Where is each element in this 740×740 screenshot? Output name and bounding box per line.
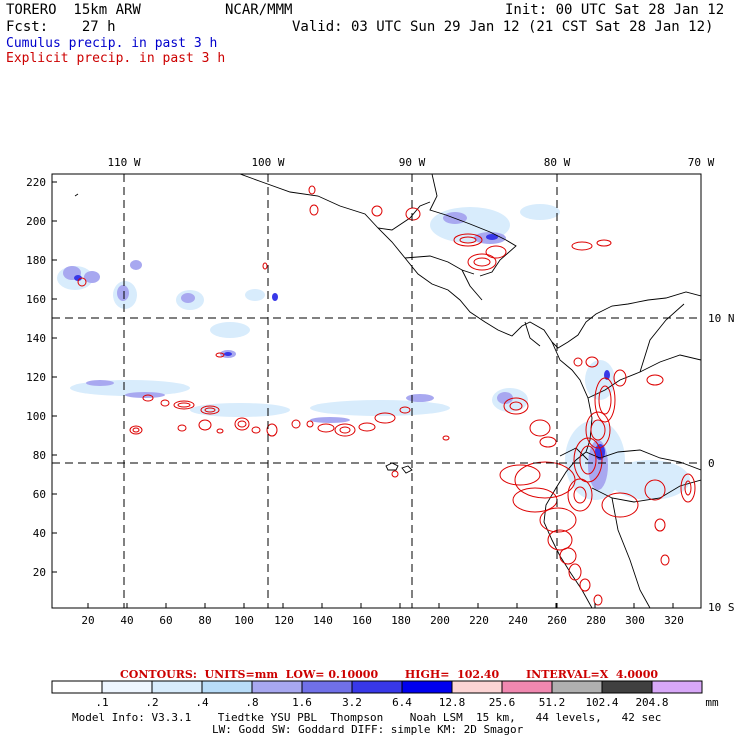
y-tick-label: 140 [26, 332, 46, 345]
colorbar-swatch [151, 680, 203, 694]
colorbar-label: 25.6 [489, 696, 516, 709]
lon-label: 90 W [399, 156, 426, 169]
colorbar-label: 1.6 [292, 696, 312, 709]
colorbar-label: 3.2 [342, 696, 362, 709]
lat-label: 10 S [708, 601, 735, 614]
y-tick-label: 200 [26, 215, 46, 228]
x-tick-label: 300 [625, 614, 645, 627]
colorbar-label: .8 [245, 696, 258, 709]
lat-label: 10 N [708, 312, 735, 325]
x-tick-label: 240 [508, 614, 528, 627]
precip-colorbar [51, 680, 703, 694]
y-tick-label: 100 [26, 410, 46, 423]
colorbar-label: .2 [145, 696, 158, 709]
valid-time: Valid: 03 UTC Sun 29 Jan 12 (21 CST Sat … [292, 19, 714, 35]
lon-label: 80 W [544, 156, 571, 169]
colorbar-swatch [601, 680, 653, 694]
colorbar-swatch [251, 680, 303, 694]
colorbar-swatch [501, 680, 553, 694]
colorbar-label: 12.8 [439, 696, 466, 709]
x-tick-label: 100 [234, 614, 254, 627]
colorbar-swatch [401, 680, 453, 694]
x-tick-label: 180 [391, 614, 411, 627]
colorbar-label: .1 [95, 696, 108, 709]
colorbar-unit: mm [705, 696, 719, 709]
model-name: TORERO 15km ARW [6, 2, 141, 18]
colorbar-swatch [451, 680, 503, 694]
longitude-labels: 110 W 100 W 90 W 80 W 70 W [107, 156, 714, 169]
colorbar-labels: .1 .2 .4 .8 1.6 3.2 6.4 12.8 25.6 51.2 1… [95, 696, 719, 709]
lat-lon-grid [52, 174, 701, 608]
model-info-line1: Model Info: V3.3.1 Tiedtke YSU PBL Thomp… [72, 711, 662, 724]
colorbar-label: 102.4 [585, 696, 618, 709]
y-tick-label: 180 [26, 254, 46, 267]
y-tick-label: 40 [33, 527, 46, 540]
colorbar-swatch [51, 680, 103, 694]
y-tick-label: 160 [26, 293, 46, 306]
init-time: Init: 00 UTC Sat 28 Jan 12 [505, 2, 725, 18]
explicit-precip-contours [77, 185, 696, 606]
lon-label: 110 W [107, 156, 140, 169]
y-tick-label: 20 [33, 566, 46, 579]
lat-label: 0 [708, 457, 715, 470]
x-axis-labels: 20 40 60 80 100 120 140 160 180 200 220 … [81, 614, 684, 627]
colorbar-label: .4 [195, 696, 209, 709]
colorbar-swatch [301, 680, 353, 694]
x-tick-label: 140 [313, 614, 333, 627]
model-info-line2: LW: Godd SW: Goddard DIFF: simple KM: 2D… [212, 723, 524, 736]
lon-label: 100 W [251, 156, 284, 169]
field-label-cumulus: Cumulus precip. in past 3 h [6, 36, 218, 51]
organization: NCAR/MMM [225, 2, 293, 18]
x-tick-label: 220 [469, 614, 489, 627]
colorbar-label: 6.4 [392, 696, 412, 709]
colorbar-swatch [551, 680, 603, 694]
x-tick-label: 280 [586, 614, 606, 627]
colorbar-swatch [101, 680, 153, 694]
x-tick-label: 260 [547, 614, 567, 627]
colorbar-label: 204.8 [635, 696, 668, 709]
cumulus-precip-areas [57, 204, 690, 500]
x-axis-ticks [87, 603, 674, 608]
colorbar-swatch [351, 680, 403, 694]
x-tick-label: 160 [352, 614, 372, 627]
lon-label: 70 W [688, 156, 715, 169]
y-axis-ticks [52, 181, 57, 573]
field-label-explicit: Explicit precip. in past 3 h [6, 51, 226, 66]
x-tick-label: 200 [430, 614, 450, 627]
y-tick-label: 120 [26, 371, 46, 384]
colorbar-swatch [201, 680, 253, 694]
contour-info: CONTOURS: UNITS=mm LOW= 0.10000 HIGH= 10… [120, 668, 658, 681]
x-tick-label: 320 [664, 614, 684, 627]
x-tick-label: 80 [198, 614, 211, 627]
forecast-hour: Fcst: 27 h [6, 19, 116, 35]
y-axis-labels: 220 200 180 160 140 120 100 80 60 40 20 [26, 176, 46, 579]
x-tick-label: 40 [120, 614, 133, 627]
y-tick-label: 220 [26, 176, 46, 189]
y-tick-label: 60 [33, 488, 46, 501]
x-tick-label: 120 [274, 614, 294, 627]
x-tick-label: 60 [159, 614, 172, 627]
latitude-labels: 10 N 0 10 S [708, 312, 735, 614]
y-tick-label: 80 [33, 449, 46, 462]
colorbar-label: 51.2 [539, 696, 566, 709]
x-tick-label: 20 [81, 614, 94, 627]
colorbar-swatch [651, 680, 703, 694]
